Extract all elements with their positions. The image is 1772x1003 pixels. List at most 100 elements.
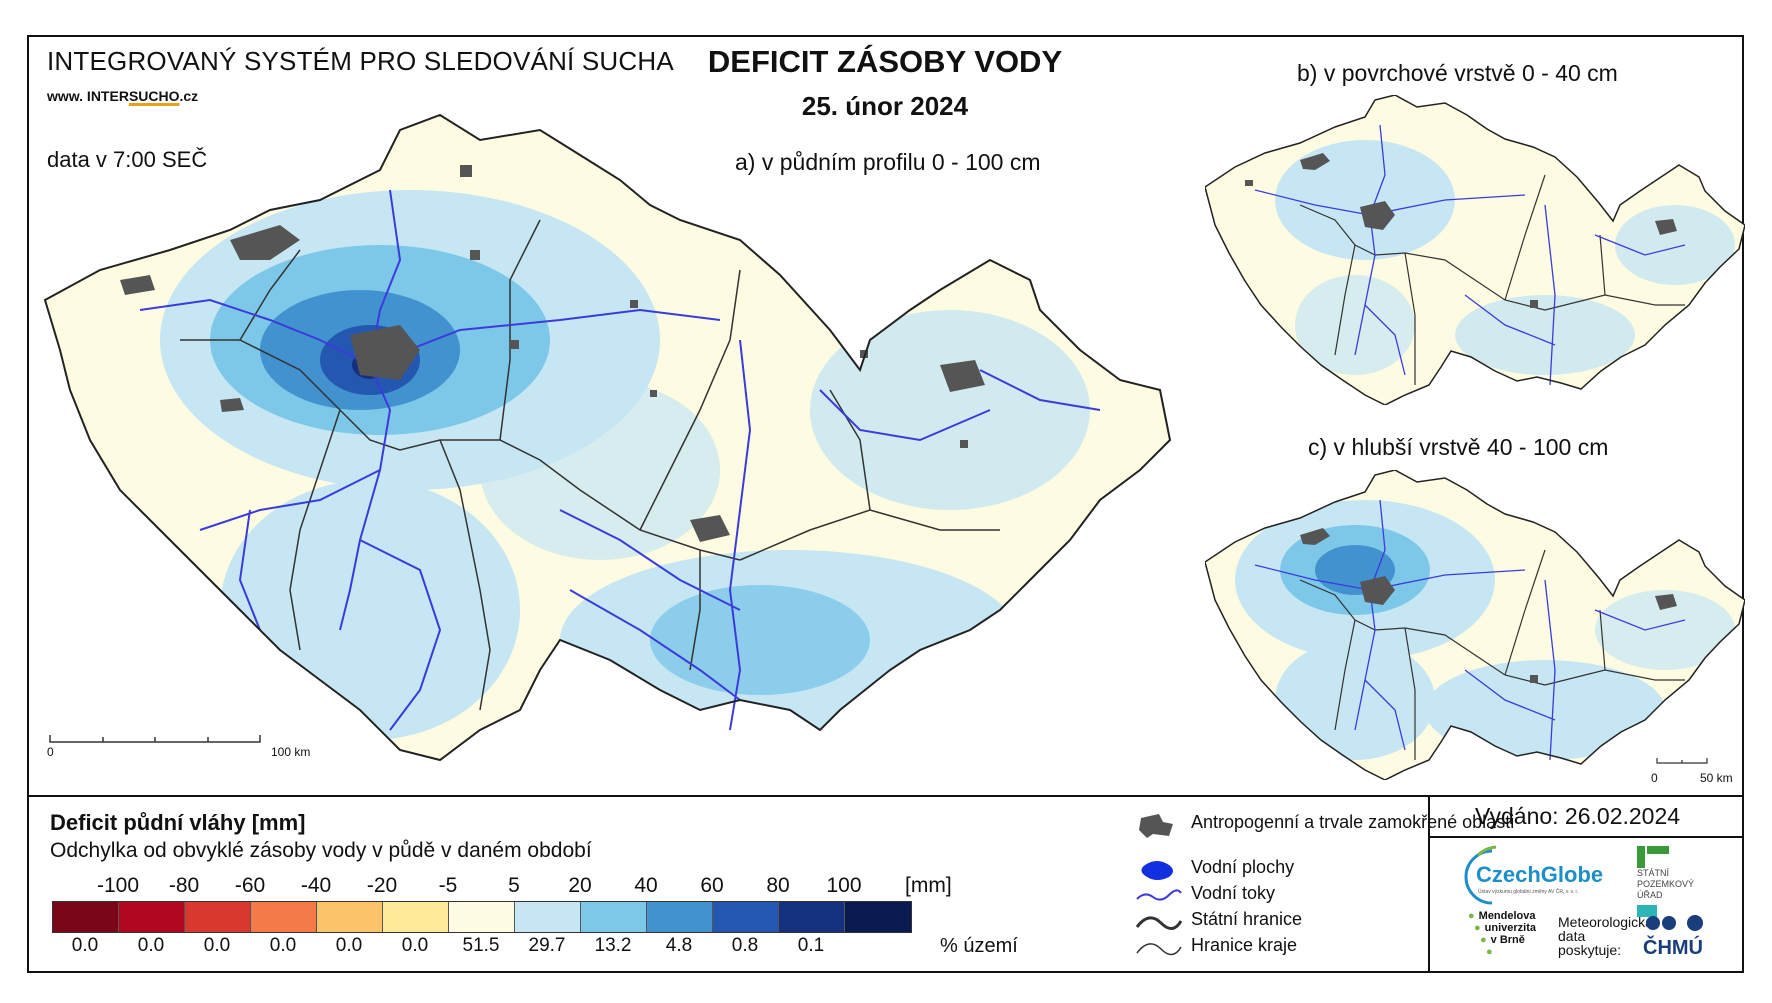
legend-swatch (449, 902, 515, 932)
legend-region-border-label: Hranice kraje (1191, 935, 1298, 955)
legend-swatch (53, 902, 119, 932)
legend-swatch (515, 902, 581, 932)
rivers (139, 189, 1101, 731)
legend-color-scale (52, 901, 912, 933)
urban-area-icon (1139, 814, 1173, 838)
scale-small-start: 0 (1651, 771, 1658, 785)
czechglobe-logo-subtext: Ústav výzkumu globální změny AV ČR, v. v… (1478, 889, 1579, 895)
map-c-urban-areas (1300, 528, 1677, 683)
chmu-text-line1: Meteorologická (1558, 914, 1653, 930)
mendel-line3: v Brně (1490, 934, 1525, 946)
map-a (43, 113, 1172, 762)
legend-swatch (647, 902, 713, 932)
legend-urban: Antropogenní a trvale zamokřené oblasti (1133, 812, 1514, 838)
legend-percent-value: 0.0 (401, 935, 429, 956)
state-border-icon (1135, 916, 1183, 930)
spu-line3: ÚŘAD (1637, 890, 1663, 900)
legend-region-border: Hranice kraje (1133, 935, 1297, 961)
map-b-urban-areas (1245, 153, 1677, 308)
deficit-area (1275, 640, 1435, 760)
region-borders (180, 219, 1000, 711)
footer-divider-vertical (1428, 795, 1430, 973)
water-body-icon (1141, 861, 1173, 880)
legend-rivers-label: Vodní toky (1191, 883, 1276, 903)
legend-swatch (185, 902, 251, 932)
legend-percent-value: 0.0 (137, 935, 165, 956)
legend-swatch (713, 902, 779, 932)
map-c (1205, 470, 1745, 780)
legend-percent-value: 29.7 (528, 935, 566, 956)
system-title: INTEGROVANÝ SYSTÉM PRO SLEDOVÁNÍ SUCHA (47, 46, 674, 76)
legend-swatch (251, 902, 317, 932)
map-c-label: c) v hlubší vrstvě 40 - 100 cm (1308, 434, 1609, 460)
map-c-region-borders (1299, 549, 1685, 760)
issued-date: Vydáno: 26.02.2024 (1475, 803, 1681, 829)
map-b-state-border (1205, 95, 1745, 405)
map-a-label: a) v půdním profilu 0 - 100 cm (735, 149, 1041, 175)
legend-swatch (779, 902, 845, 932)
legend-tick-label: -100 (96, 874, 140, 897)
legend-percent-unit: % území (940, 935, 1018, 957)
legend-percent-value: 13.2 (594, 935, 632, 956)
website-link[interactable]: www. INTERSUCHO.cz (47, 88, 198, 104)
main-date: 25. únor 2024 (801, 91, 969, 121)
map-b-rivers (1254, 124, 1686, 386)
legend-state-border-label: Státní hranice (1191, 909, 1303, 929)
legend-tick-label: -40 (300, 874, 332, 897)
legend-swatch (581, 902, 647, 932)
spu-line2: POZEMKOVÝ (1637, 879, 1695, 889)
czechglobe-logo-text: CzechGlobe (1476, 862, 1604, 887)
legend-swatch (119, 902, 185, 932)
legend-tick-label: 5 (508, 874, 520, 897)
map-c-state-border (1205, 470, 1745, 780)
deficit-area (1615, 205, 1735, 285)
legend-subtitle: Odchylka od obvyklé zásoby vody v půdě v… (50, 839, 592, 862)
legend-title: Deficit půdní vláhy [mm] (50, 810, 306, 835)
data-time: data v 7:00 SEČ (47, 147, 208, 172)
legend-tick-label: -60 (234, 874, 266, 897)
legend-urban-label: Antropogenní a trvale zamokřené oblasti (1191, 812, 1515, 832)
spu-line1: STÁTNÍ (1637, 868, 1670, 878)
legend-tick-label: 20 (568, 874, 592, 897)
legend-percent-value: 0.0 (203, 935, 231, 956)
map-a-scale-bar (49, 735, 261, 743)
url-suffix: .cz (179, 88, 199, 104)
legend-swatch (317, 902, 383, 932)
legend-percent-value: 0.0 (269, 935, 297, 956)
legend-state-border: Státní hranice (1133, 909, 1302, 935)
legend-tick-label: -20 (366, 874, 398, 897)
spu-logo-square (1637, 905, 1657, 917)
map-b-region-borders (1299, 174, 1685, 385)
legend-tick-label: 100 (826, 874, 862, 897)
map-b (1205, 95, 1745, 405)
map-c-rivers (1254, 499, 1686, 761)
chmu-logo: ČHMÚ (1643, 937, 1703, 959)
deficit-area (220, 480, 520, 740)
mendel-line1: Mendelova (1478, 910, 1536, 922)
deficit-area (480, 380, 720, 560)
mendel-logo: ● Mendelova ● univerzita ● v Brně ● (1468, 910, 1537, 958)
deficit-area (650, 585, 870, 695)
legend-tick-label: 60 (700, 874, 724, 897)
map-a-state-border (43, 113, 1172, 762)
legend-unit: [mm] (905, 874, 952, 897)
mendel-line2: univerzita (1484, 922, 1537, 934)
chmu-logo-icon (1646, 915, 1703, 931)
map-b-label: b) v povrchové vrstvě 0 - 40 cm (1297, 60, 1618, 86)
legend-tick-label: -80 (168, 874, 200, 897)
legend-swatch (383, 902, 449, 932)
chmu-text: Meteorologická data poskytuje: (1558, 915, 1653, 957)
region-border-icon (1136, 943, 1182, 956)
spu-logo-mark (1637, 846, 1645, 868)
url-highlight: SUCHO (128, 88, 180, 104)
main-title: DEFICIT ZÁSOBY VODY (707, 44, 1063, 79)
legend-swatch (845, 902, 911, 932)
deficit-area (1455, 295, 1635, 375)
urban-areas (120, 165, 985, 542)
legend-percent-value: 0.1 (797, 935, 825, 956)
map-c-scale-bar (1656, 758, 1708, 764)
map-frame (27, 35, 1744, 973)
legend-percent-value: 4.8 (665, 935, 693, 956)
deficit-area (1275, 140, 1455, 260)
scale-small-end: 50 km (1700, 771, 1733, 785)
